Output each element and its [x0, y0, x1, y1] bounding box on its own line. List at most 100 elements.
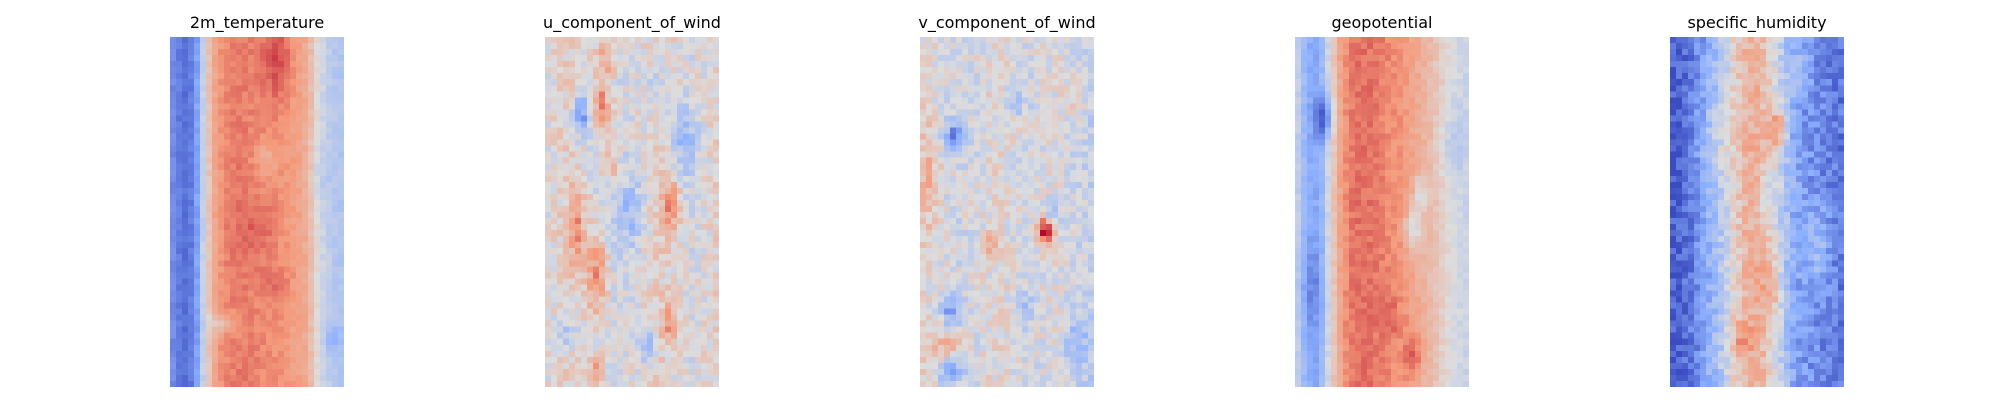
- heatmap-cell: [944, 205, 951, 213]
- heatmap-cell: [932, 368, 939, 376]
- heatmap-cell: [980, 314, 987, 322]
- heatmap-cell: [926, 157, 933, 165]
- heatmap-cell: [1046, 67, 1053, 74]
- heatmap-cell: [926, 205, 933, 213]
- heatmap-cell: [308, 205, 315, 213]
- heatmap-cell: [1058, 212, 1065, 219]
- heatmap-cell: [290, 157, 297, 165]
- heatmap-cell: [635, 362, 642, 370]
- heatmap-cell: [635, 242, 642, 249]
- heatmap-cell: [962, 103, 969, 111]
- heatmap-cell: [176, 380, 183, 387]
- heatmap-cell: [1076, 314, 1083, 322]
- heatmap-cell: [932, 133, 939, 141]
- heatmap-cell: [950, 157, 957, 165]
- heatmap-cell: [962, 175, 969, 183]
- heatmap-cell: [659, 61, 666, 68]
- heatmap-cell: [623, 43, 630, 50]
- heatmap-cell: [236, 248, 243, 255]
- heatmap-cell: [713, 145, 719, 153]
- heatmap-cell: [290, 350, 297, 358]
- heatmap-cell: [671, 67, 678, 74]
- heatmap-cell: [701, 320, 708, 328]
- heatmap-cell: [647, 187, 654, 195]
- heatmap-cell: [212, 308, 219, 316]
- heatmap-cell: [992, 224, 999, 231]
- heatmap-cell: [260, 97, 267, 104]
- heatmap-cell: [683, 187, 690, 195]
- heatmap-cell: [194, 43, 201, 50]
- heatmap-cell: [671, 55, 678, 62]
- heatmap-cell: [617, 332, 624, 340]
- heatmap-cell: [938, 205, 945, 213]
- heatmap-cell: [308, 224, 315, 231]
- heatmap-cell: [665, 320, 672, 328]
- heatmap-cell: [992, 230, 999, 237]
- heatmap-cell: [980, 43, 987, 50]
- heatmap-cell: [665, 242, 672, 249]
- heatmap-cell: [236, 266, 243, 273]
- heatmap-cell: [260, 260, 267, 267]
- heatmap-cell: [212, 320, 219, 328]
- heatmap-cell: [611, 145, 618, 153]
- heatmap-cell: [1010, 326, 1017, 334]
- heatmap-cell: [617, 212, 624, 219]
- heatmap-cell: [1064, 338, 1071, 346]
- heatmap-cell: [641, 199, 648, 207]
- heatmap-cell: [200, 145, 207, 153]
- heatmap-cell: [254, 187, 261, 195]
- heatmap-cell: [641, 332, 648, 340]
- heatmap-cell: [974, 230, 981, 237]
- heatmap-cell: [563, 49, 570, 56]
- heatmap-cell: [593, 139, 600, 147]
- heatmap-cell: [932, 109, 939, 117]
- heatmap-cell: [176, 157, 183, 165]
- heatmap-cell: [926, 212, 933, 219]
- heatmap-cell: [1082, 67, 1089, 74]
- heatmap-cell: [242, 254, 249, 261]
- heatmap-cell: [629, 242, 636, 249]
- heatmap-cell: [629, 332, 636, 340]
- heatmap-cell: [242, 260, 249, 267]
- heatmap-cell: [1022, 115, 1029, 123]
- heatmap-cell: [974, 163, 981, 171]
- heatmap-cell: [962, 43, 969, 50]
- heatmap-cell: [665, 296, 672, 304]
- heatmap-cell: [1046, 320, 1053, 328]
- heatmap-cell: [1004, 187, 1011, 195]
- heatmap-cell: [968, 79, 975, 86]
- heatmap-cell: [623, 199, 630, 207]
- heatmap-cell: [1046, 103, 1053, 111]
- heatmap-cell: [920, 109, 927, 117]
- heatmap-cell: [1076, 242, 1083, 249]
- heatmap-cell: [242, 350, 249, 358]
- heatmap-cell: [1058, 85, 1065, 92]
- heatmap-cell: [290, 224, 297, 231]
- heatmap-cell: [1016, 308, 1023, 316]
- heatmap-cell: [1010, 55, 1017, 62]
- heatmap-cell: [224, 139, 231, 147]
- heatmap-cell: [1076, 85, 1083, 92]
- heatmap-cell: [272, 374, 279, 382]
- heatmap-cell: [647, 73, 654, 80]
- heatmap-cell: [593, 260, 600, 267]
- heatmap-cell: [224, 254, 231, 261]
- heatmap-cell: [320, 79, 327, 86]
- heatmap-cell: [1046, 163, 1053, 171]
- heatmap-cell: [194, 266, 201, 273]
- heatmap-cell: [575, 85, 582, 92]
- heatmap-cell: [950, 326, 957, 334]
- heatmap-cell: [194, 320, 201, 328]
- heatmap-cell: [629, 115, 636, 123]
- heatmap-cell: [236, 350, 243, 358]
- heatmap-cell: [272, 73, 279, 80]
- heatmap-cell: [581, 67, 588, 74]
- heatmap-cell: [605, 332, 612, 340]
- heatmap-cell: [635, 205, 642, 213]
- heatmap-cell: [962, 145, 969, 153]
- heatmap-cell: [1016, 97, 1023, 104]
- heatmap-cell: [569, 344, 576, 352]
- heatmap-cell: [1028, 332, 1035, 340]
- heatmap-cell: [551, 175, 558, 183]
- heatmap-cell: [1082, 97, 1089, 104]
